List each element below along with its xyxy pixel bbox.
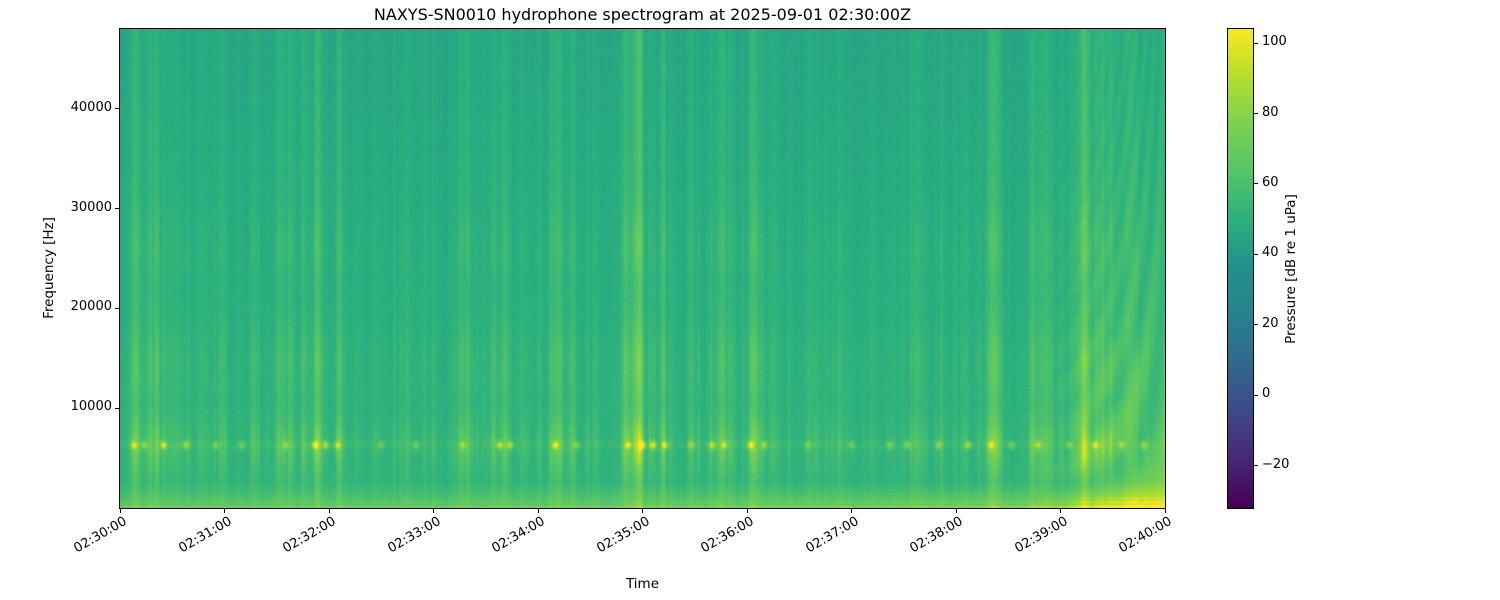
y-tick-mark — [115, 307, 119, 309]
x-tick-label: 02:38:00 — [907, 514, 966, 557]
colorbar-tick-label: 80 — [1262, 104, 1279, 120]
x-tick-mark — [119, 509, 121, 513]
y-tick-mark — [115, 407, 119, 409]
colorbar-tick-mark — [1254, 253, 1258, 255]
colorbar-tick-mark — [1254, 113, 1258, 115]
x-tick-mark — [1164, 509, 1166, 513]
colorbar-tick-mark — [1254, 183, 1258, 185]
x-tick-mark — [224, 509, 225, 513]
y-tick-mark — [115, 208, 119, 210]
x-tick-label: 02:31:00 — [175, 514, 234, 557]
x-tick-mark — [537, 509, 539, 513]
plot-area — [119, 28, 1166, 509]
y-tick-label: 40000 — [70, 99, 112, 115]
colorbar-tick-label: 40 — [1262, 245, 1279, 261]
x-tick-mark — [1060, 509, 1061, 513]
x-tick-label: 02:32:00 — [280, 514, 339, 557]
colorbar-tick-label: 60 — [1262, 174, 1279, 190]
y-tick-label: 30000 — [70, 199, 112, 215]
colorbar-tick-mark — [1254, 465, 1258, 467]
colorbar-tick-label: 20 — [1262, 315, 1279, 331]
colorbar-tick-mark — [1254, 394, 1258, 396]
x-tick-label: 02:39:00 — [1011, 514, 1070, 557]
y-tick-mark — [115, 108, 119, 110]
x-tick-label: 02:35:00 — [593, 514, 652, 557]
colorbar-tick-mark — [1254, 42, 1258, 44]
colorbar-tick-mark — [1254, 324, 1258, 326]
x-tick-label: 02:30:00 — [71, 514, 130, 557]
spectrogram-canvas — [120, 29, 1165, 508]
y-tick-label: 10000 — [70, 399, 112, 415]
colorbar-tick-label: −20 — [1262, 456, 1290, 472]
x-tick-label: 02:34:00 — [489, 514, 548, 557]
colorbar-tick-label: 100 — [1262, 34, 1287, 50]
x-tick-label: 02:37:00 — [802, 514, 861, 557]
y-tick-label: 20000 — [70, 299, 112, 315]
x-tick-label: 02:33:00 — [384, 514, 443, 557]
x-tick-mark — [433, 509, 434, 513]
chart-title: NAXYS-SN0010 hydrophone spectrogram at 2… — [373, 5, 912, 24]
x-tick-mark — [851, 509, 852, 513]
x-tick-mark — [746, 509, 748, 513]
colorbar-label: Pressure [dB re 1 uPa] — [1283, 194, 1299, 344]
colorbar-tick-label: 0 — [1262, 386, 1271, 402]
x-tick-label: 02:40:00 — [1116, 514, 1175, 557]
x-tick-mark — [328, 509, 330, 513]
colorbar-canvas — [1228, 29, 1253, 508]
x-tick-mark — [955, 509, 957, 513]
x-tick-mark — [642, 509, 643, 513]
x-tick-label: 02:36:00 — [698, 514, 757, 557]
x-axis-label: Time — [625, 576, 660, 592]
colorbar — [1227, 28, 1254, 509]
